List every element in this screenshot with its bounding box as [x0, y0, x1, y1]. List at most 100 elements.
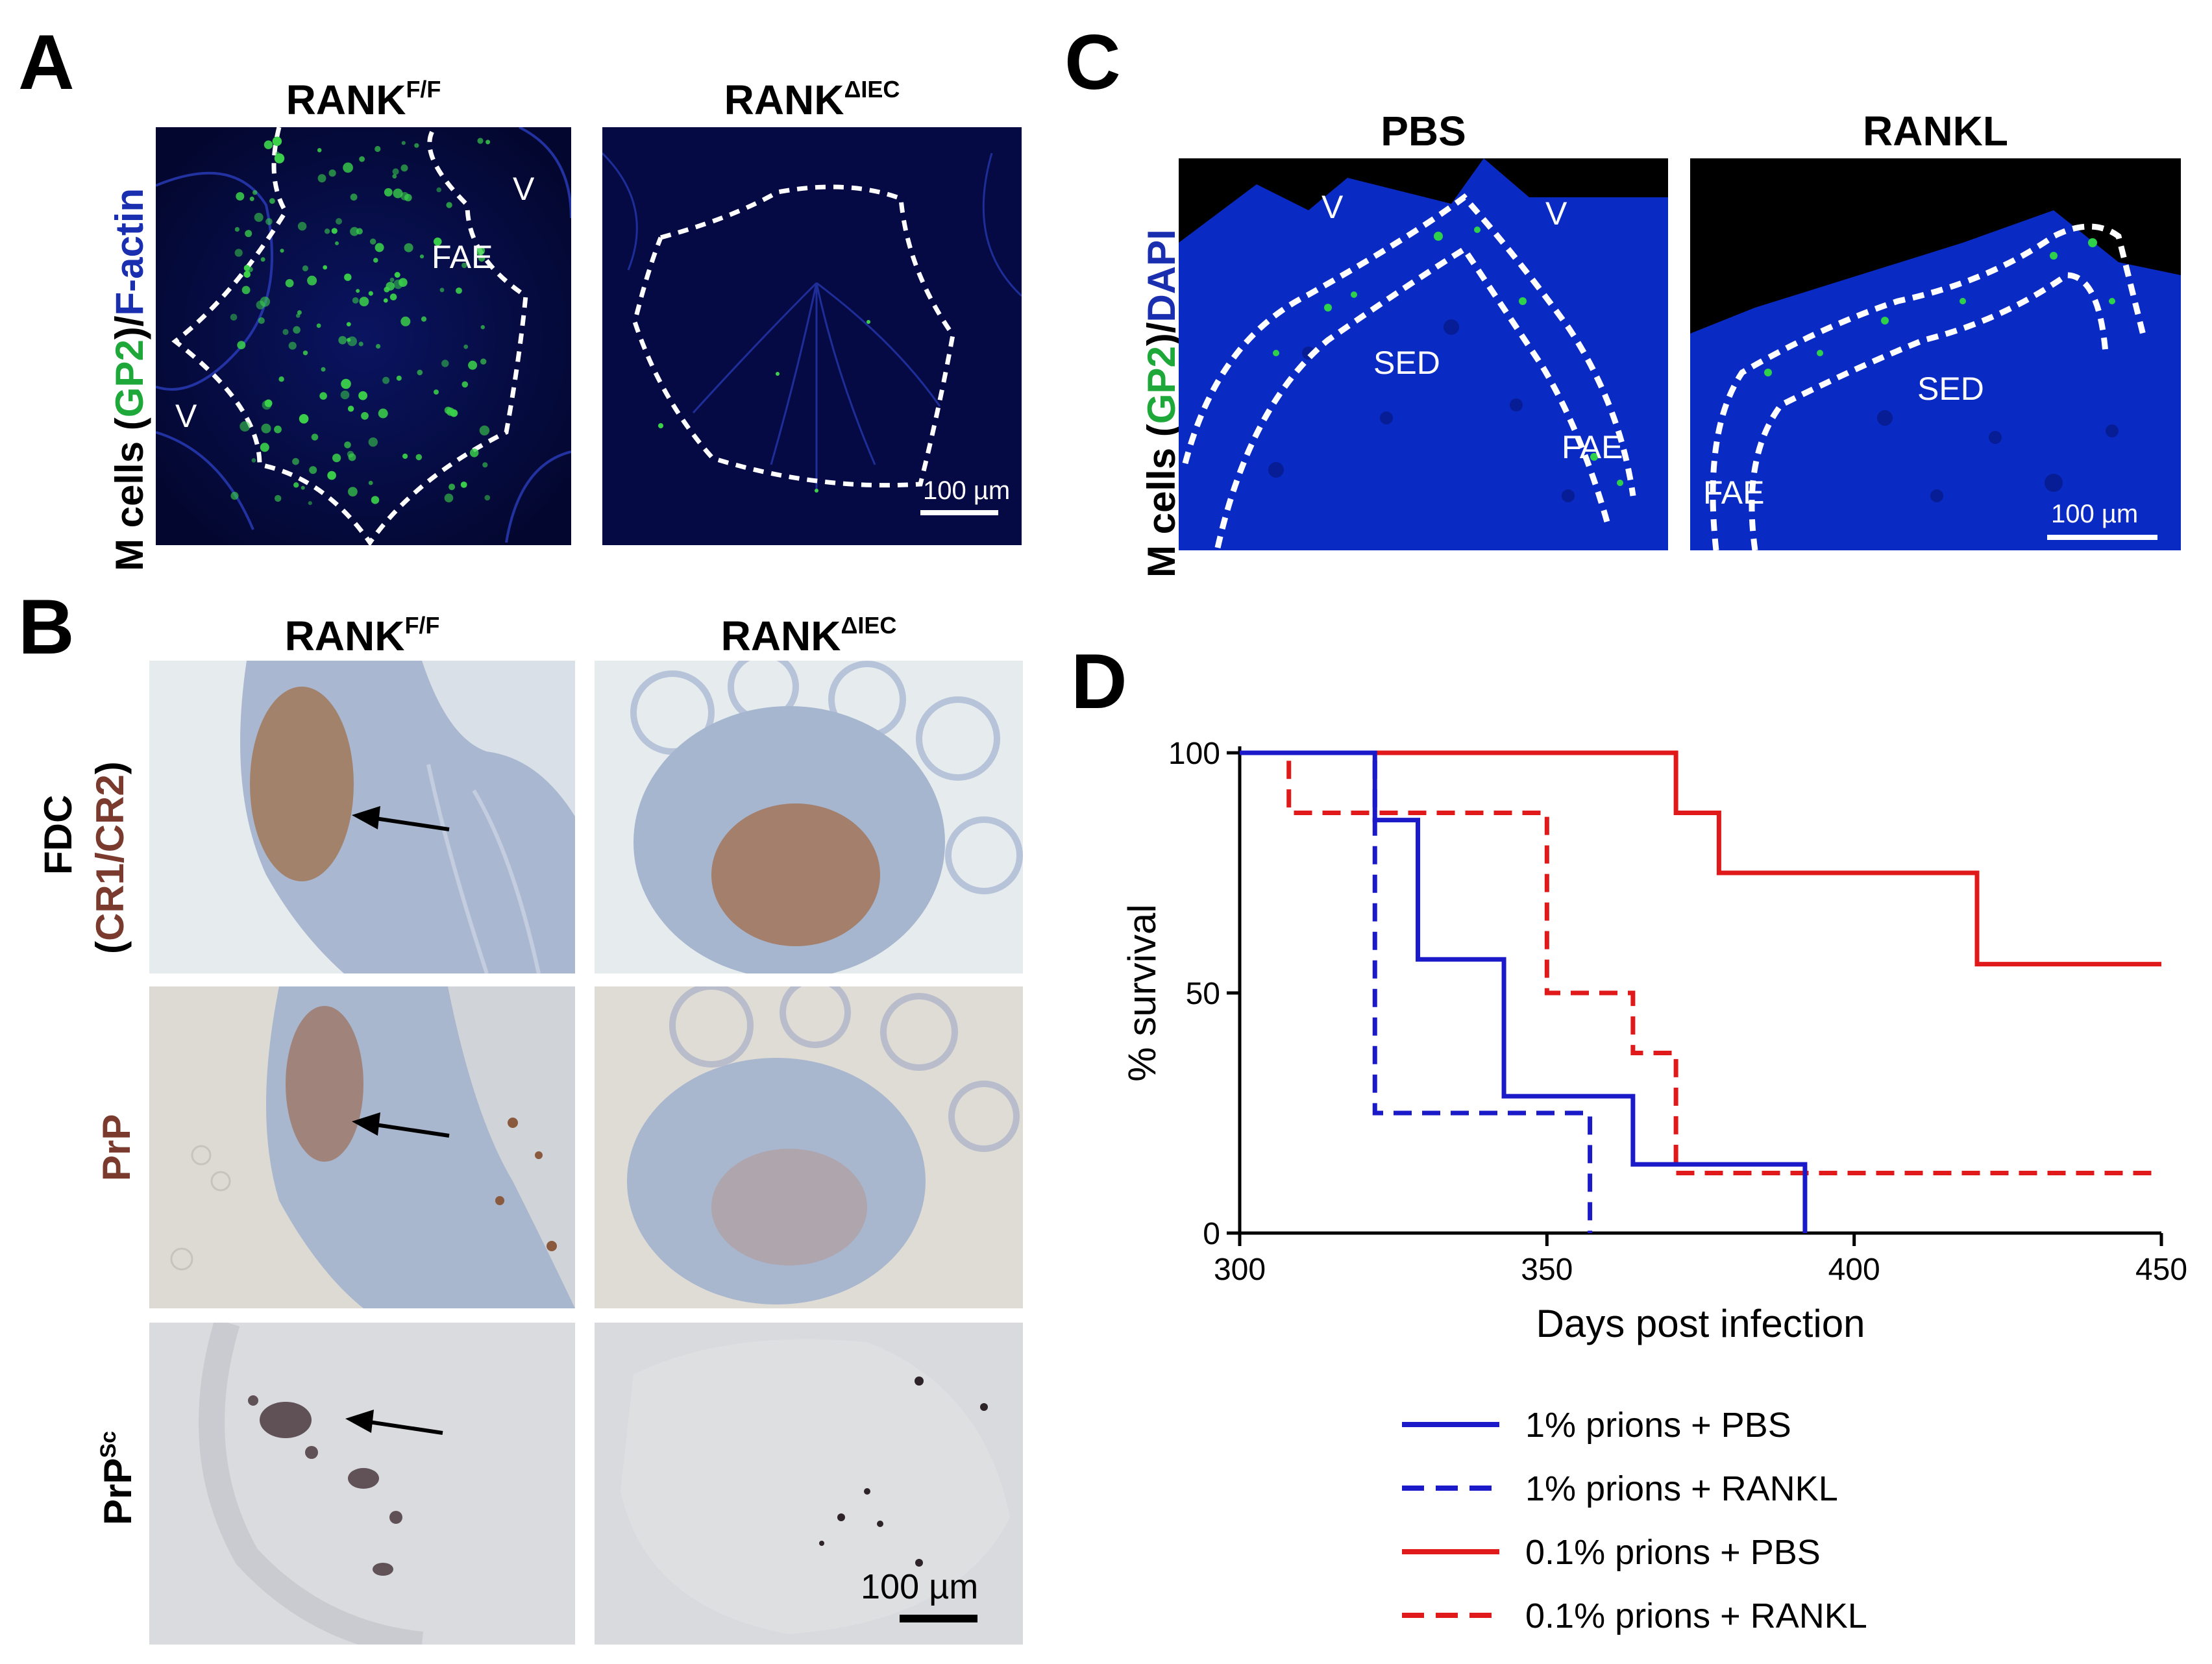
panel-c-row-label: M cells (GP2)/DAPI — [1140, 229, 1183, 578]
gp2-signal-dot — [368, 291, 373, 296]
gp2-signal-dot — [470, 448, 479, 458]
gp2-signal-dot — [264, 399, 273, 408]
legend-label-2: 1% prions + RANKL — [1525, 1469, 1838, 1508]
panel-a-col1-base: RANK — [286, 77, 406, 123]
panel-b-row1-open: ( — [88, 941, 132, 954]
gp2-signal-dot — [393, 188, 403, 199]
panel-b-scale-text: 100 µm — [861, 1567, 979, 1606]
panel-b-col2-title: RANKΔIEC — [595, 614, 1023, 657]
gp2-signal-dot — [336, 218, 342, 225]
panel-a-letter: A — [18, 19, 75, 106]
panel-a-col1-title: RANKF/F — [156, 78, 571, 121]
panel-a-scale-bar — [920, 510, 998, 515]
gp2-signal-dot — [230, 491, 239, 500]
panel-b-ihc-fdc-rankdiec — [595, 661, 1023, 973]
gp2-signal-dot — [468, 360, 478, 370]
gp2-signal-dot — [307, 275, 317, 286]
gp2-signal-dot — [299, 414, 309, 424]
gp2-signal-dot — [252, 190, 258, 195]
gp2-signal-dot — [415, 454, 423, 461]
gp2-signal-dot — [376, 344, 381, 349]
gp2-signal-dot — [249, 196, 254, 201]
gp2-signal-dot — [344, 273, 352, 281]
gp2-signal-dot — [461, 262, 467, 269]
gp2-signal-dot — [463, 344, 469, 349]
panel-a-label-v-left: V — [175, 398, 197, 434]
gp2-signal-dot — [421, 316, 427, 322]
panel-b-ihc-fdc-rankdiec-drawing — [595, 661, 1023, 973]
panel-c-letter: C — [1064, 19, 1121, 106]
panel-a-row-sep: )/ — [108, 315, 151, 340]
panel-c-label-sed1: SED — [1373, 345, 1440, 381]
gp2-signal-dot — [321, 367, 326, 372]
gp2-signal-dot — [275, 151, 280, 156]
gp2-signal-dot — [392, 174, 397, 179]
panel-b-row3-label: PrPSc — [96, 1431, 140, 1525]
gp2-signal-dot — [254, 212, 264, 222]
gp2-signal-dot — [358, 341, 363, 347]
panel-b-ihc-prp-rankff — [149, 986, 575, 1308]
gp2-signal-dot — [258, 317, 265, 324]
gp2-signal-dot — [378, 408, 388, 419]
panel-c-micrograph-pbs: V V SED FAE — [1179, 158, 1668, 550]
panel-c-marker-dapi: DAPI — [1140, 229, 1183, 323]
panel-b-col1-base: RANK — [284, 613, 405, 659]
gp2-signal-dot — [396, 375, 402, 381]
panel-b-col1-title: RANKF/F — [149, 614, 575, 657]
gp2-signal-dot — [288, 341, 297, 350]
gp2-signal-dot — [324, 228, 330, 234]
gp2-signal-dot — [327, 471, 336, 480]
panel-b-row2-label: PrP — [95, 1114, 138, 1181]
gp2-signal-dot — [394, 272, 400, 278]
panel-c-label-fae2: FAE — [1703, 474, 1765, 511]
gp2-signal-dot — [480, 324, 485, 330]
gp2-signal-dot — [261, 423, 271, 434]
gp2-signal-dot — [436, 187, 441, 193]
gp2-signal-dot — [386, 282, 395, 291]
survival-curve-3 — [1240, 750, 2161, 967]
gp2-signal-dot — [479, 425, 490, 435]
gp2-signal-dot — [361, 411, 369, 420]
gp2-signal-dot — [302, 350, 308, 356]
gp2-signal-dot — [456, 288, 462, 294]
gp2-signal-dot — [285, 279, 294, 288]
gp2-signal-dot — [332, 454, 341, 463]
gp2-signal-dot — [478, 254, 485, 262]
panel-a-micrograph-rankdiec: 100 µm — [602, 127, 1022, 545]
gp2-signal-dot — [414, 143, 419, 148]
gp2-signal-dot — [347, 450, 354, 458]
panel-c-micrograph-pbs-drawing — [1179, 158, 1668, 550]
gp2-signal-dot — [460, 482, 467, 488]
gp2-signal-dot — [260, 443, 269, 452]
x-tick-label: 450 — [2135, 1253, 2187, 1287]
gp2-signal-dot — [311, 434, 319, 441]
gp2-signal-dot — [368, 437, 378, 447]
gp2-signal-dot — [484, 495, 491, 501]
panel-c-row-sep: )/ — [1140, 322, 1183, 347]
panel-c-label-v2: V — [1545, 195, 1567, 232]
panel-b-arrow-icon-3 — [345, 1410, 443, 1435]
gp2-signal-dot — [256, 300, 265, 310]
panel-c-col2-title: RANKL — [1863, 108, 2008, 154]
gp2-signal-dot — [371, 496, 380, 504]
gp2-signal-dot — [375, 145, 381, 153]
gp2-signal-dot — [346, 322, 351, 326]
gp2-signal-dot — [335, 241, 339, 245]
panel-b-arrow-icon-2 — [352, 1112, 450, 1138]
gp2-signal-dot — [341, 378, 351, 389]
panel-c-micrograph-rankl-drawing — [1690, 158, 2181, 550]
gp2-signal-dot — [301, 485, 305, 490]
gp2-signal-dot — [384, 188, 393, 197]
panel-a-label-v-top: V — [513, 171, 535, 207]
panel-b-col1-sup: F/F — [404, 612, 440, 639]
gp2-signal-dot — [444, 493, 454, 503]
panel-b-col2-base: RANK — [720, 613, 841, 659]
x-tick-label: 400 — [1828, 1253, 1880, 1287]
panel-d-letter: D — [1071, 638, 1127, 725]
gp2-signal-dot — [485, 140, 491, 145]
gp2-signal-dot — [234, 249, 243, 257]
panel-b-col2-sup: ΔIEC — [841, 612, 897, 639]
gp2-signal-dot — [302, 265, 308, 272]
gp2-signal-dot — [477, 138, 484, 144]
panel-b-arrow-icon-1 — [352, 806, 450, 831]
